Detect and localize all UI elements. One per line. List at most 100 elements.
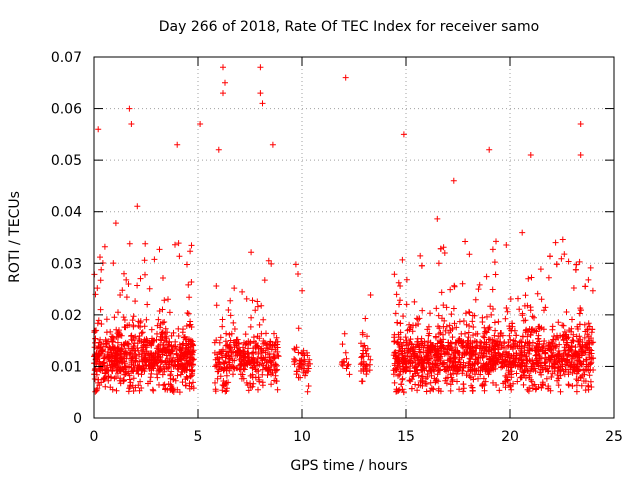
data-point (165, 296, 171, 303)
data-point (528, 329, 535, 336)
data-point (173, 350, 180, 357)
data-point (265, 367, 272, 374)
data-point (343, 365, 350, 372)
data-point (467, 366, 474, 373)
data-point (439, 361, 446, 368)
data-point (189, 341, 195, 347)
data-point (492, 327, 499, 334)
data-point (161, 365, 168, 372)
data-point (523, 357, 530, 364)
data-point (299, 287, 306, 294)
data-point (438, 289, 445, 296)
data-point (479, 354, 486, 361)
data-point (490, 353, 497, 360)
data-point (214, 368, 221, 375)
data-point (128, 121, 135, 127)
data-point (486, 146, 493, 153)
data-point (581, 334, 588, 341)
data-point (529, 313, 536, 320)
x-tick-label: 25 (605, 429, 623, 445)
data-point (536, 369, 543, 376)
data-point (263, 344, 270, 351)
data-point (460, 388, 467, 395)
data-point (485, 336, 492, 343)
data-point (433, 362, 440, 369)
data-point (184, 310, 191, 316)
data-point (553, 261, 560, 268)
data-point (550, 350, 557, 356)
data-point (274, 348, 281, 355)
data-point (123, 276, 130, 283)
data-point (453, 371, 460, 377)
data-point (165, 381, 172, 387)
data-point (265, 351, 271, 358)
data-point (247, 372, 254, 379)
data-point (178, 353, 185, 360)
data-point (490, 306, 496, 312)
data-point (552, 360, 558, 367)
data-point (305, 383, 312, 389)
data-point (363, 371, 370, 378)
data-point (261, 339, 268, 346)
data-point (148, 326, 155, 333)
data-point (91, 367, 98, 374)
data-point (265, 345, 272, 352)
data-point (189, 349, 196, 356)
y-tick-label: 0.04 (51, 205, 82, 221)
data-point (588, 356, 595, 362)
data-point (414, 335, 421, 342)
data-point (166, 349, 173, 355)
data-point (403, 301, 410, 308)
data-point (473, 339, 480, 345)
data-point (446, 322, 453, 329)
data-point (414, 316, 421, 323)
data-point (425, 332, 432, 339)
data-point (98, 321, 105, 327)
data-point (434, 340, 441, 347)
data-point (132, 333, 139, 340)
data-point (155, 316, 162, 323)
data-point (95, 343, 102, 349)
data-point (578, 346, 585, 353)
data-point (364, 333, 370, 340)
data-point (367, 356, 374, 363)
data-point (95, 351, 102, 357)
data-point (576, 310, 583, 317)
data-point (181, 365, 188, 372)
data-point (154, 362, 161, 369)
data-point (220, 90, 226, 97)
data-point (231, 326, 238, 332)
data-point (432, 333, 439, 340)
data-point (451, 320, 458, 327)
data-point (547, 253, 553, 260)
data-point (117, 380, 124, 387)
data-point (414, 338, 421, 345)
data-point (525, 388, 532, 395)
data-point (149, 386, 156, 393)
data-point (399, 375, 406, 382)
data-point (360, 367, 367, 374)
data-point (272, 361, 279, 368)
data-point (146, 285, 153, 292)
data-point (488, 364, 495, 371)
data-point (586, 351, 593, 358)
data-point (126, 376, 133, 383)
data-point (391, 362, 398, 369)
data-point (359, 331, 366, 338)
data-point (181, 352, 188, 359)
data-point (526, 372, 533, 379)
data-point (454, 349, 461, 356)
data-point (234, 336, 241, 343)
data-point (415, 372, 422, 379)
data-point (291, 361, 298, 368)
data-point (562, 333, 569, 339)
data-point (268, 362, 275, 369)
data-point (188, 361, 195, 368)
data-points (91, 64, 597, 396)
data-point (498, 344, 505, 350)
data-point (223, 330, 230, 337)
data-point (399, 345, 406, 352)
data-point (492, 365, 499, 372)
data-point (222, 79, 228, 86)
data-point (586, 372, 593, 379)
